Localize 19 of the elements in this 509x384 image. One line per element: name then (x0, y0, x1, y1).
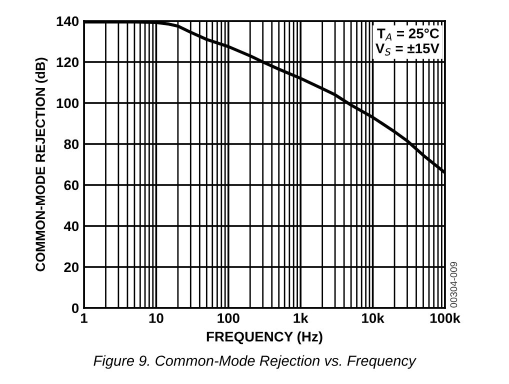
x-tick-label: 1k (294, 312, 308, 323)
annotation: T$_{A}$ = 25°C V$_{S}$ = ±15V (376, 28, 440, 56)
x-tick-label: 100 (218, 313, 240, 324)
y-tick-label: 80 (64, 139, 79, 150)
x-tick-label: 100k (430, 312, 460, 324)
x-tick-label: 1 (81, 313, 88, 323)
y-tick-label: 0 (72, 303, 79, 314)
y-tick-label: 40 (64, 221, 79, 232)
y-axis-title: COMMON-MODE REJECTION (dB) (35, 58, 48, 272)
y-tick-label: 20 (64, 262, 79, 272)
y-tick-label: 100 (56, 98, 79, 108)
x-tick-label: 10k (362, 312, 384, 324)
caption: Figure 9. Common-Mode Rejection vs. Frequency (94, 355, 417, 369)
y-tick-label: 60 (64, 180, 79, 190)
x-tick-label: 10 (149, 313, 164, 324)
y-tick-label: 140 (56, 16, 79, 26)
y-tick-label: 120 (56, 57, 79, 68)
text: 00304-009 (450, 262, 458, 308)
x-axis-title: FREQUENCY (Hz) (206, 331, 322, 344)
